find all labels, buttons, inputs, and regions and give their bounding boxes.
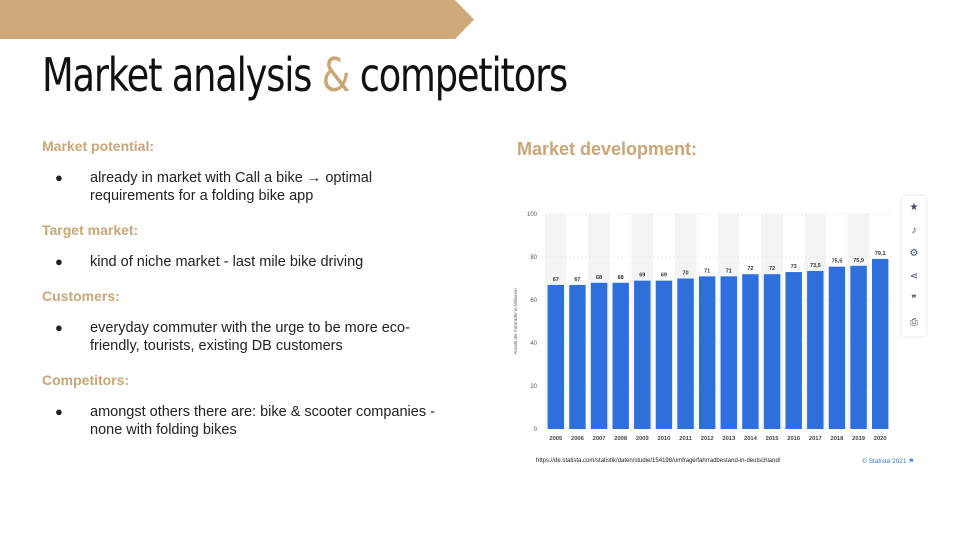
bar <box>807 270 824 429</box>
data-label: 73,5 <box>810 263 821 269</box>
section-heading: Market potential: <box>42 138 155 154</box>
data-label: 71 <box>726 268 732 274</box>
section-heading: Competitors: <box>42 372 130 388</box>
data-label: 68 <box>596 275 602 281</box>
star-icon[interactable]: ★ <box>909 202 919 213</box>
chart-toolbar: ★ ♪ ⚙ ⋖ ❞ ⎙ <box>902 196 926 336</box>
bar <box>828 266 846 429</box>
x-tick-label: 2020 <box>874 436 887 442</box>
y-tick-label: 20 <box>530 384 537 390</box>
data-label: 72 <box>747 266 753 272</box>
bar-chart: 0 20 40 60 80 100 Anzahl der Fahrräder in Mill… <box>513 212 891 442</box>
y-tick-label: 80 <box>530 255 537 261</box>
data-label: 72 <box>769 266 775 272</box>
data-label: 79,1 <box>875 251 886 257</box>
left-column: Market potential: ● already in market wit… <box>42 137 442 455</box>
slide-title: Market analysis & competitors <box>42 48 569 102</box>
data-label: 70 <box>683 271 689 277</box>
bullet-dot-icon: ● <box>55 254 63 269</box>
bullet-text: everyday commuter with the urge to be mo… <box>90 320 410 354</box>
bar <box>634 280 651 429</box>
share-icon[interactable]: ⋖ <box>909 271 919 282</box>
title-ampersand: & <box>321 48 351 102</box>
data-label: 75,9 <box>853 258 864 264</box>
bar <box>720 276 738 429</box>
bar <box>612 282 629 429</box>
x-tick-label: 2009 <box>636 436 650 442</box>
bar <box>850 265 867 429</box>
bullet-text: amongst others there are: bike & scooter… <box>90 404 435 438</box>
bar <box>590 282 608 429</box>
bar <box>785 272 802 429</box>
x-tick-label: 2017 <box>809 436 822 442</box>
bar <box>547 284 565 429</box>
y-tick-label: 0 <box>534 427 538 433</box>
data-label: 69 <box>639 273 645 279</box>
x-tick-label: 2016 <box>787 436 801 442</box>
bar <box>763 274 781 429</box>
x-tick-label: 2013 <box>722 436 736 442</box>
x-tick-label: 2011 <box>679 436 692 442</box>
x-tick-label: 2012 <box>701 436 714 442</box>
quote-icon[interactable]: ❞ <box>911 294 917 305</box>
data-label: 73 <box>791 264 797 270</box>
x-tick-label: 2006 <box>571 436 585 442</box>
x-tick-label: 2005 <box>549 436 563 442</box>
x-tick-label: 2010 <box>657 436 670 442</box>
bullet-dot-icon: ● <box>55 170 63 185</box>
x-tick-label: 2018 <box>830 436 844 442</box>
section-target-market: Target market: ● kind of niche market - l… <box>42 221 442 271</box>
bar <box>677 278 694 429</box>
y-axis-title: Anzahl der Fahrräder in Millionen <box>513 288 518 355</box>
bullet-dot-icon: ● <box>55 320 63 335</box>
bullet-text: already in market with Call a bike → opt… <box>90 170 373 204</box>
statista-credit[interactable]: © Statista 2021 ⚑ <box>862 458 915 465</box>
bell-icon[interactable]: ♪ <box>911 225 917 236</box>
data-label: 67 <box>574 277 580 283</box>
section-customers: Customers: ● everyday commuter with the u… <box>42 287 442 355</box>
source-link[interactable]: https://de.statista.com/statistik/daten/… <box>536 458 781 464</box>
section-market-potential: Market potential: ● already in market wit… <box>42 137 442 205</box>
gear-icon[interactable]: ⚙ <box>909 248 919 259</box>
data-label: 69 <box>661 273 667 279</box>
bullet-item: ● everyday commuter with the urge to be m… <box>42 319 442 355</box>
bullet-item: ● amongst others there are: bike & scoote… <box>42 403 442 439</box>
data-label: 68 <box>618 275 624 281</box>
section-heading: Target market: <box>42 222 139 238</box>
y-tick-label: 40 <box>530 341 537 347</box>
bullet-dot-icon: ● <box>55 404 63 419</box>
bullet-item: ● already in market with Call a bike → op… <box>42 169 442 205</box>
bullet-item: ● kind of niche market - last mile bike d… <box>42 253 442 271</box>
x-tick-label: 2008 <box>614 436 628 442</box>
chart-panel: 0 20 40 60 80 100 Anzahl der Fahrräder in Mill… <box>508 193 926 473</box>
print-icon[interactable]: ⎙ <box>910 317 918 328</box>
title-part2: competitors <box>349 48 569 102</box>
market-development-heading: Market development: <box>517 139 698 159</box>
data-label: 67 <box>553 277 559 283</box>
x-tick-label: 2019 <box>852 436 866 442</box>
bar <box>655 280 673 429</box>
title-part1: Market analysis <box>42 48 322 102</box>
y-tick-label: 60 <box>530 298 537 304</box>
data-label: 75,5 <box>832 259 843 265</box>
top-banner <box>0 0 474 39</box>
y-tick-label: 100 <box>527 212 538 218</box>
section-heading: Customers: <box>42 288 120 304</box>
x-tick-label: 2015 <box>766 436 780 442</box>
bullet-text: kind of niche market - last mile bike dr… <box>90 254 364 270</box>
x-tick-label: 2007 <box>593 436 606 442</box>
data-label: 71 <box>704 268 710 274</box>
bar <box>698 276 716 429</box>
x-tick-label: 2014 <box>744 436 758 442</box>
section-competitors: Competitors: ● amongst others there are: … <box>42 371 442 439</box>
bar <box>742 274 759 429</box>
bar <box>569 284 586 429</box>
bar <box>871 258 889 429</box>
